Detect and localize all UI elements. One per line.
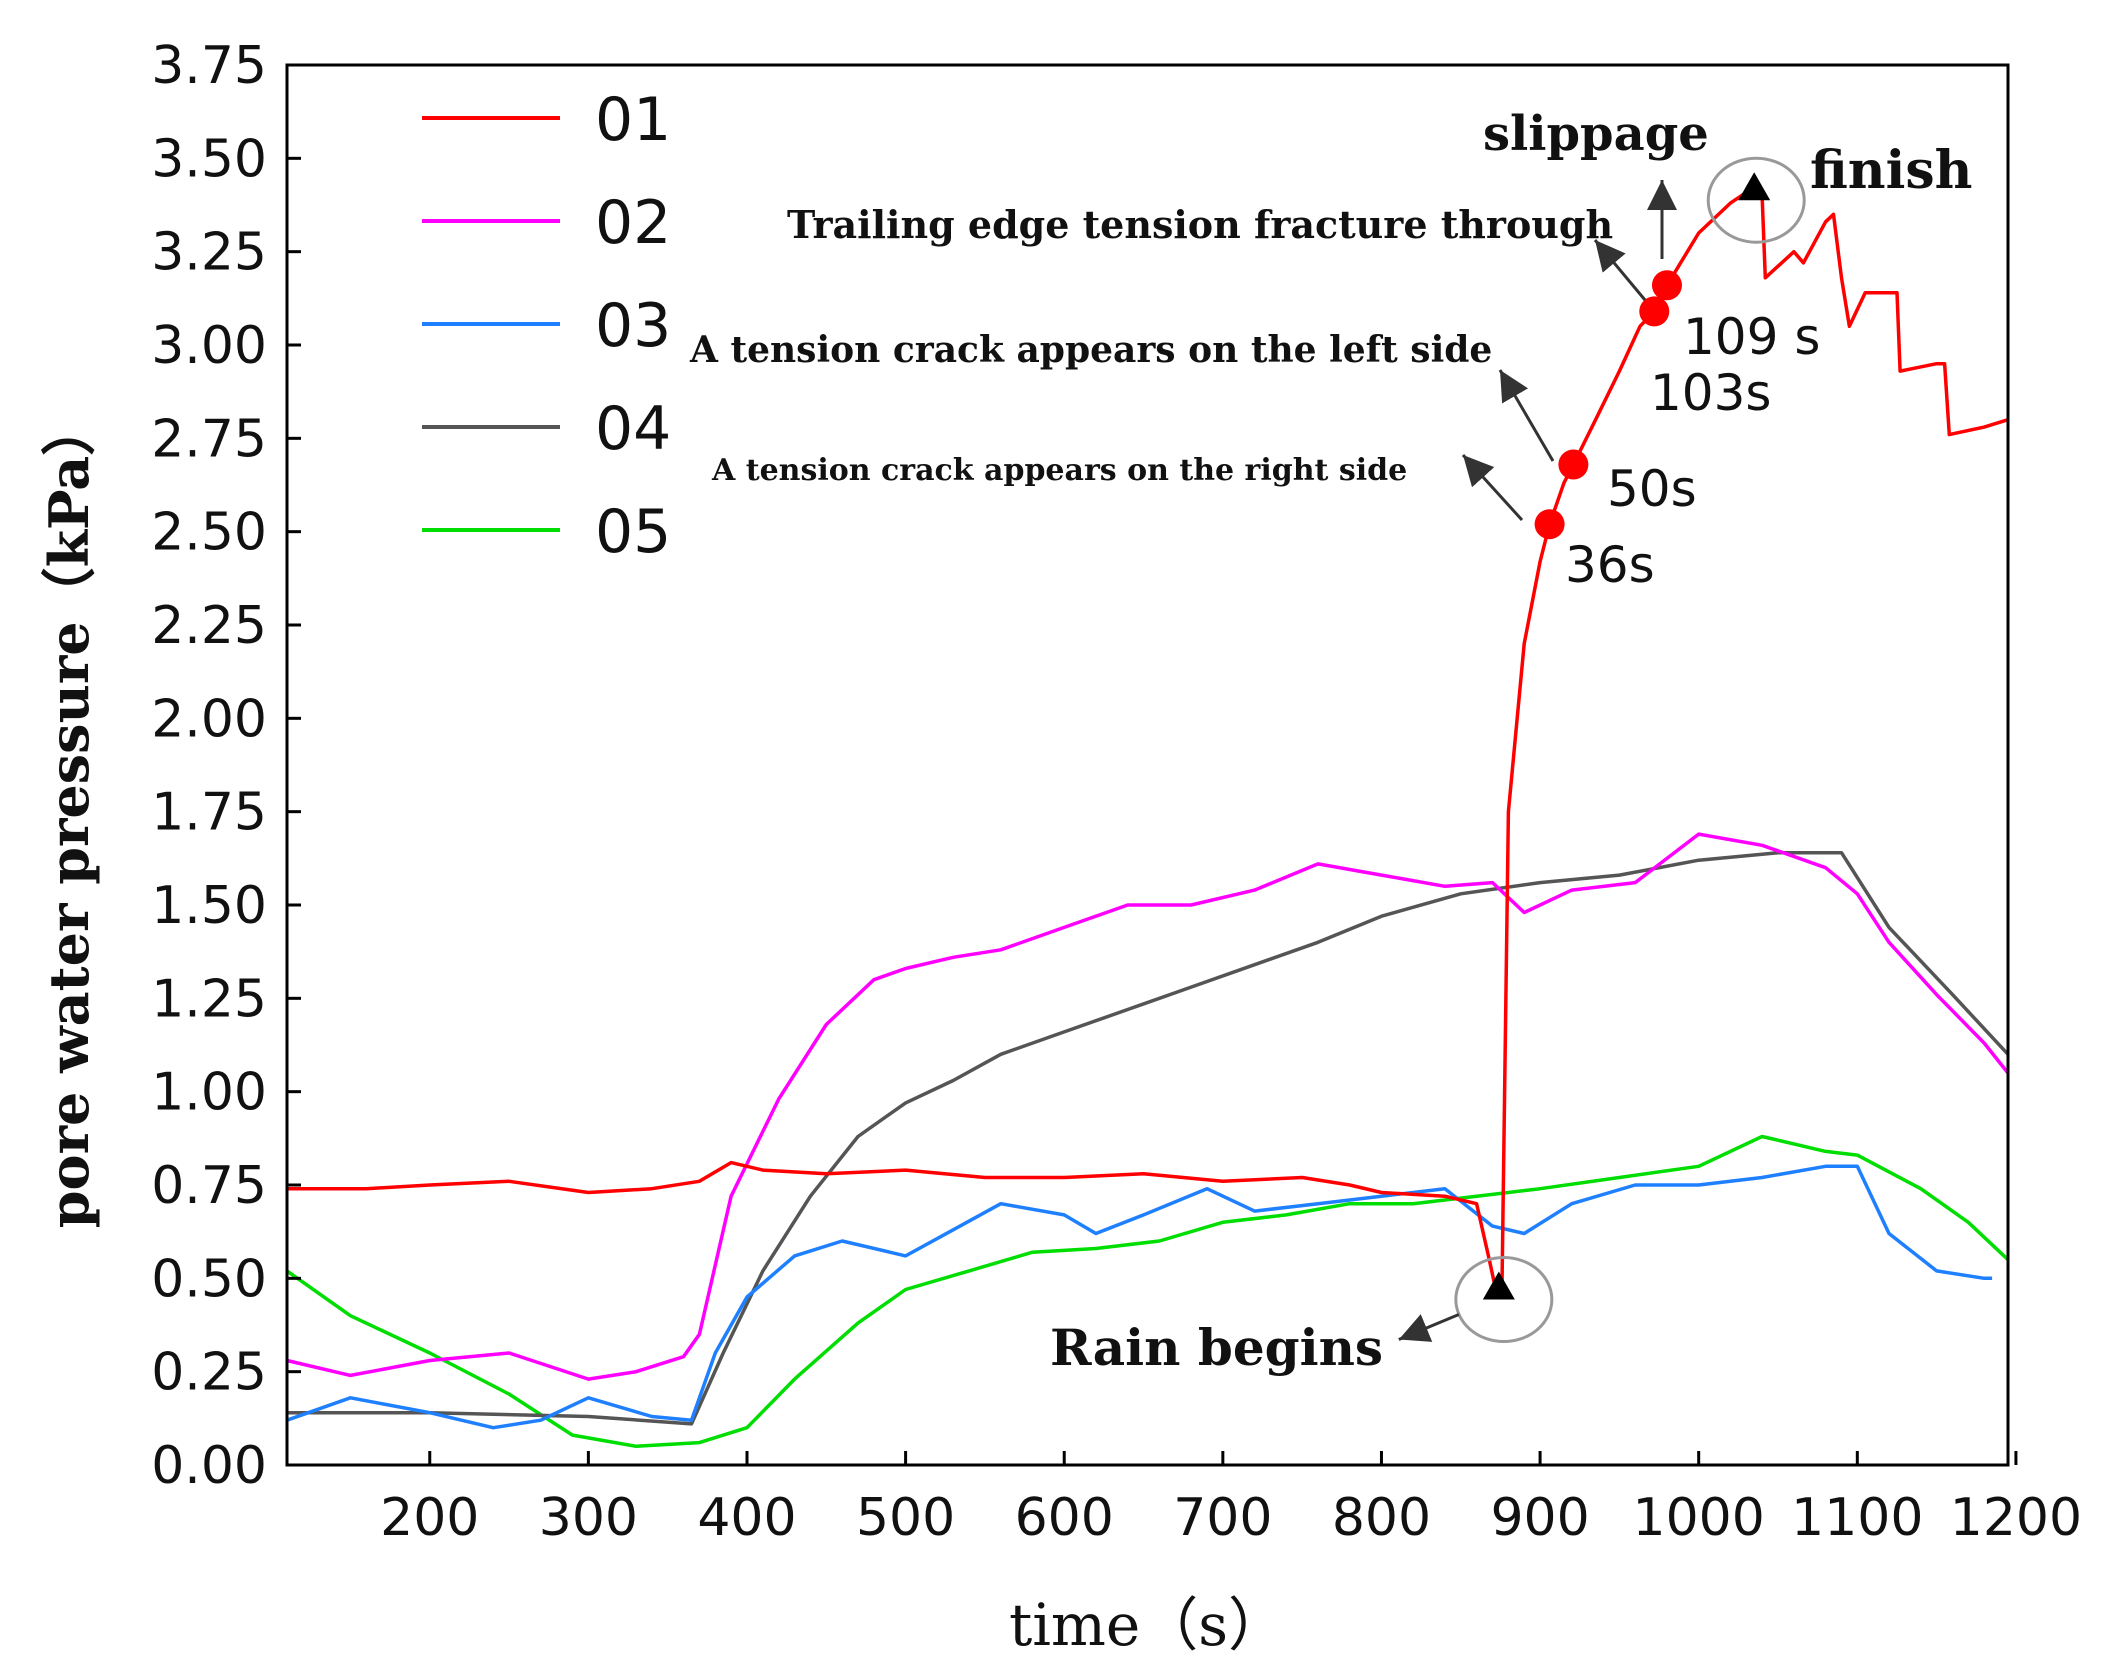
y-tick-label: 1.25 <box>151 969 267 1029</box>
y-tick-label: 2.25 <box>151 596 267 656</box>
event-arrow <box>1498 369 1555 462</box>
series-line-03 <box>286 1164 1993 1430</box>
legend-label-05: 05 <box>595 497 671 567</box>
rain-begins-arrow <box>1398 1313 1460 1342</box>
series-line-04 <box>287 850 2010 1426</box>
x-tick-label: 400 <box>697 1488 796 1548</box>
legend-label-01: 01 <box>595 85 671 155</box>
rain-begins-circle <box>1454 1256 1554 1344</box>
event-time-label: 103s <box>1650 364 1771 422</box>
x-tick-label: 800 <box>1332 1488 1431 1548</box>
y-tick-label: 1.50 <box>151 876 267 936</box>
y-tick-label: 0.75 <box>151 1156 267 1216</box>
x-tick-label: 200 <box>380 1488 479 1548</box>
legend: 01 02 03 04 05 <box>422 85 671 567</box>
y-tick-label: 3.00 <box>151 316 267 376</box>
y-tick-label: 3.25 <box>151 223 267 283</box>
legend-label-03: 03 <box>595 291 671 361</box>
rain-begins-label: Rain begins <box>1050 1318 1383 1377</box>
x-axis-title: time（s） <box>1009 1591 1286 1659</box>
y-tick-label: 0.50 <box>151 1249 267 1309</box>
event-time-label: 36s <box>1565 536 1655 594</box>
legend-label-02: 02 <box>595 188 671 258</box>
y-tick-label: 1.75 <box>151 783 267 843</box>
event-dot <box>1639 296 1670 327</box>
y-tick-label: 3.50 <box>151 129 267 189</box>
finish-label: finish <box>1810 140 1972 201</box>
finish-circle <box>1706 156 1806 244</box>
y-axis-title: pore water pressure（kPa） <box>37 402 101 1228</box>
event-text: A tension crack appears on the right sid… <box>711 453 1407 488</box>
y-tick-label: 3.75 <box>151 36 267 96</box>
legend-label-04: 04 <box>595 394 671 464</box>
x-tick-label: 1200 <box>1950 1488 2082 1548</box>
y-tick-label: 0.25 <box>151 1343 267 1403</box>
rain-begins-triangle <box>1482 1271 1515 1300</box>
event-text: A tension crack appears on the left side <box>689 329 1492 371</box>
event-text: slippage <box>1483 106 1709 162</box>
y-tick-label: 2.50 <box>151 503 267 563</box>
x-tick-label: 700 <box>1173 1488 1272 1548</box>
event-dot <box>1651 270 1682 301</box>
x-tick-label: 1000 <box>1633 1488 1765 1548</box>
annotations: 36s A tension crack appears on the right … <box>689 106 1972 1377</box>
y-tick-label: 1.00 <box>151 1063 267 1123</box>
series-line-02 <box>286 832 2010 1381</box>
x-tick-label: 300 <box>539 1488 638 1548</box>
event-text: Trailing edge tension fracture through <box>787 202 1613 247</box>
event-arrow <box>1461 453 1524 522</box>
series-line-05 <box>285 1134 2010 1449</box>
y-axis-ticks: 0.00 0.25 0.50 0.75 1.00 1.25 1.50 1.75 2.00 2.25… <box>151 36 301 1496</box>
x-axis-ticks: 200 300 400 500 600 700 800 900 1000 1100 1200 <box>380 1451 2082 1548</box>
event-time-label: 50s <box>1607 460 1697 518</box>
event-time-label: 109 s <box>1683 308 1820 366</box>
x-tick-label: 600 <box>1015 1488 1114 1548</box>
x-tick-label: 1100 <box>1791 1488 1923 1548</box>
y-tick-label: 2.00 <box>151 689 267 749</box>
x-tick-label: 500 <box>856 1488 955 1548</box>
event-arrow <box>1593 239 1647 301</box>
plot-frame <box>285 63 2010 1467</box>
y-tick-label: 2.75 <box>151 409 267 469</box>
event-dot <box>1558 449 1589 480</box>
finish-triangle <box>1738 172 1771 201</box>
event-dot <box>1534 509 1565 540</box>
x-tick-label: 900 <box>1490 1488 1589 1548</box>
y-tick-label: 0.00 <box>151 1436 267 1496</box>
